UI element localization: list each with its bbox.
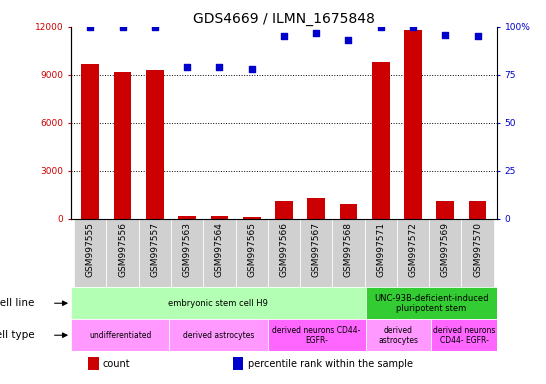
Bar — [431, 319, 497, 351]
Point — [215, 64, 224, 70]
Bar — [429, 219, 461, 287]
Bar — [235, 219, 268, 287]
Text: GSM997567: GSM997567 — [312, 222, 321, 277]
Bar — [233, 358, 244, 370]
Text: derived neurons
CD44- EGFR-: derived neurons CD44- EGFR- — [433, 326, 495, 345]
Bar — [404, 30, 422, 219]
Bar — [436, 201, 454, 219]
Text: cell line: cell line — [0, 298, 35, 308]
Bar — [88, 358, 99, 370]
Point — [280, 33, 288, 40]
Bar — [275, 201, 293, 219]
Bar — [146, 70, 164, 219]
Point — [118, 24, 127, 30]
Text: UNC-93B-deficient-induced
pluripotent stem: UNC-93B-deficient-induced pluripotent st… — [374, 293, 489, 313]
Point — [247, 66, 256, 72]
Text: GSM997565: GSM997565 — [247, 222, 256, 277]
Point — [441, 31, 449, 38]
Bar — [340, 204, 357, 219]
Point — [408, 24, 417, 30]
Text: derived
astrocytes: derived astrocytes — [378, 326, 419, 345]
Text: derived astrocytes: derived astrocytes — [183, 331, 254, 340]
Point — [376, 24, 385, 30]
Bar — [114, 72, 132, 219]
Point — [312, 30, 321, 36]
Text: GSM997572: GSM997572 — [408, 222, 418, 277]
Bar — [268, 219, 300, 287]
Bar — [268, 319, 366, 351]
Title: GDS4669 / ILMN_1675848: GDS4669 / ILMN_1675848 — [193, 12, 375, 26]
Bar — [300, 219, 333, 287]
Bar — [203, 219, 235, 287]
Point — [86, 24, 94, 30]
Text: GSM997566: GSM997566 — [280, 222, 288, 277]
Bar — [71, 319, 169, 351]
Bar — [81, 64, 99, 219]
Bar — [333, 219, 365, 287]
Bar — [169, 319, 268, 351]
Point — [344, 37, 353, 43]
Text: count: count — [103, 359, 130, 369]
Text: cell type: cell type — [0, 330, 35, 340]
Bar — [461, 219, 494, 287]
Bar — [365, 219, 397, 287]
Text: GSM997568: GSM997568 — [344, 222, 353, 277]
Bar — [211, 216, 228, 219]
Text: GSM997564: GSM997564 — [215, 222, 224, 277]
Bar — [139, 219, 171, 287]
Point — [151, 24, 159, 30]
Text: GSM997569: GSM997569 — [441, 222, 450, 277]
Bar — [74, 219, 106, 287]
Text: embryonic stem cell H9: embryonic stem cell H9 — [169, 299, 268, 308]
Bar — [468, 201, 486, 219]
Point — [473, 33, 482, 40]
Bar — [397, 219, 429, 287]
Text: derived neurons CD44-
EGFR-: derived neurons CD44- EGFR- — [272, 326, 361, 345]
Text: GSM997563: GSM997563 — [182, 222, 192, 277]
Bar — [307, 198, 325, 219]
Bar — [372, 62, 390, 219]
Bar — [106, 219, 139, 287]
Text: undifferentiated: undifferentiated — [89, 331, 151, 340]
Text: GSM997555: GSM997555 — [86, 222, 95, 277]
Bar — [366, 287, 497, 319]
Text: percentile rank within the sample: percentile rank within the sample — [248, 359, 413, 369]
Bar — [71, 287, 366, 319]
Bar — [171, 219, 203, 287]
Text: GSM997557: GSM997557 — [150, 222, 159, 277]
Bar — [178, 215, 196, 219]
Bar — [366, 319, 431, 351]
Text: GSM997556: GSM997556 — [118, 222, 127, 277]
Point — [183, 64, 192, 70]
Text: GSM997570: GSM997570 — [473, 222, 482, 277]
Text: GSM997571: GSM997571 — [376, 222, 385, 277]
Bar — [243, 217, 260, 219]
